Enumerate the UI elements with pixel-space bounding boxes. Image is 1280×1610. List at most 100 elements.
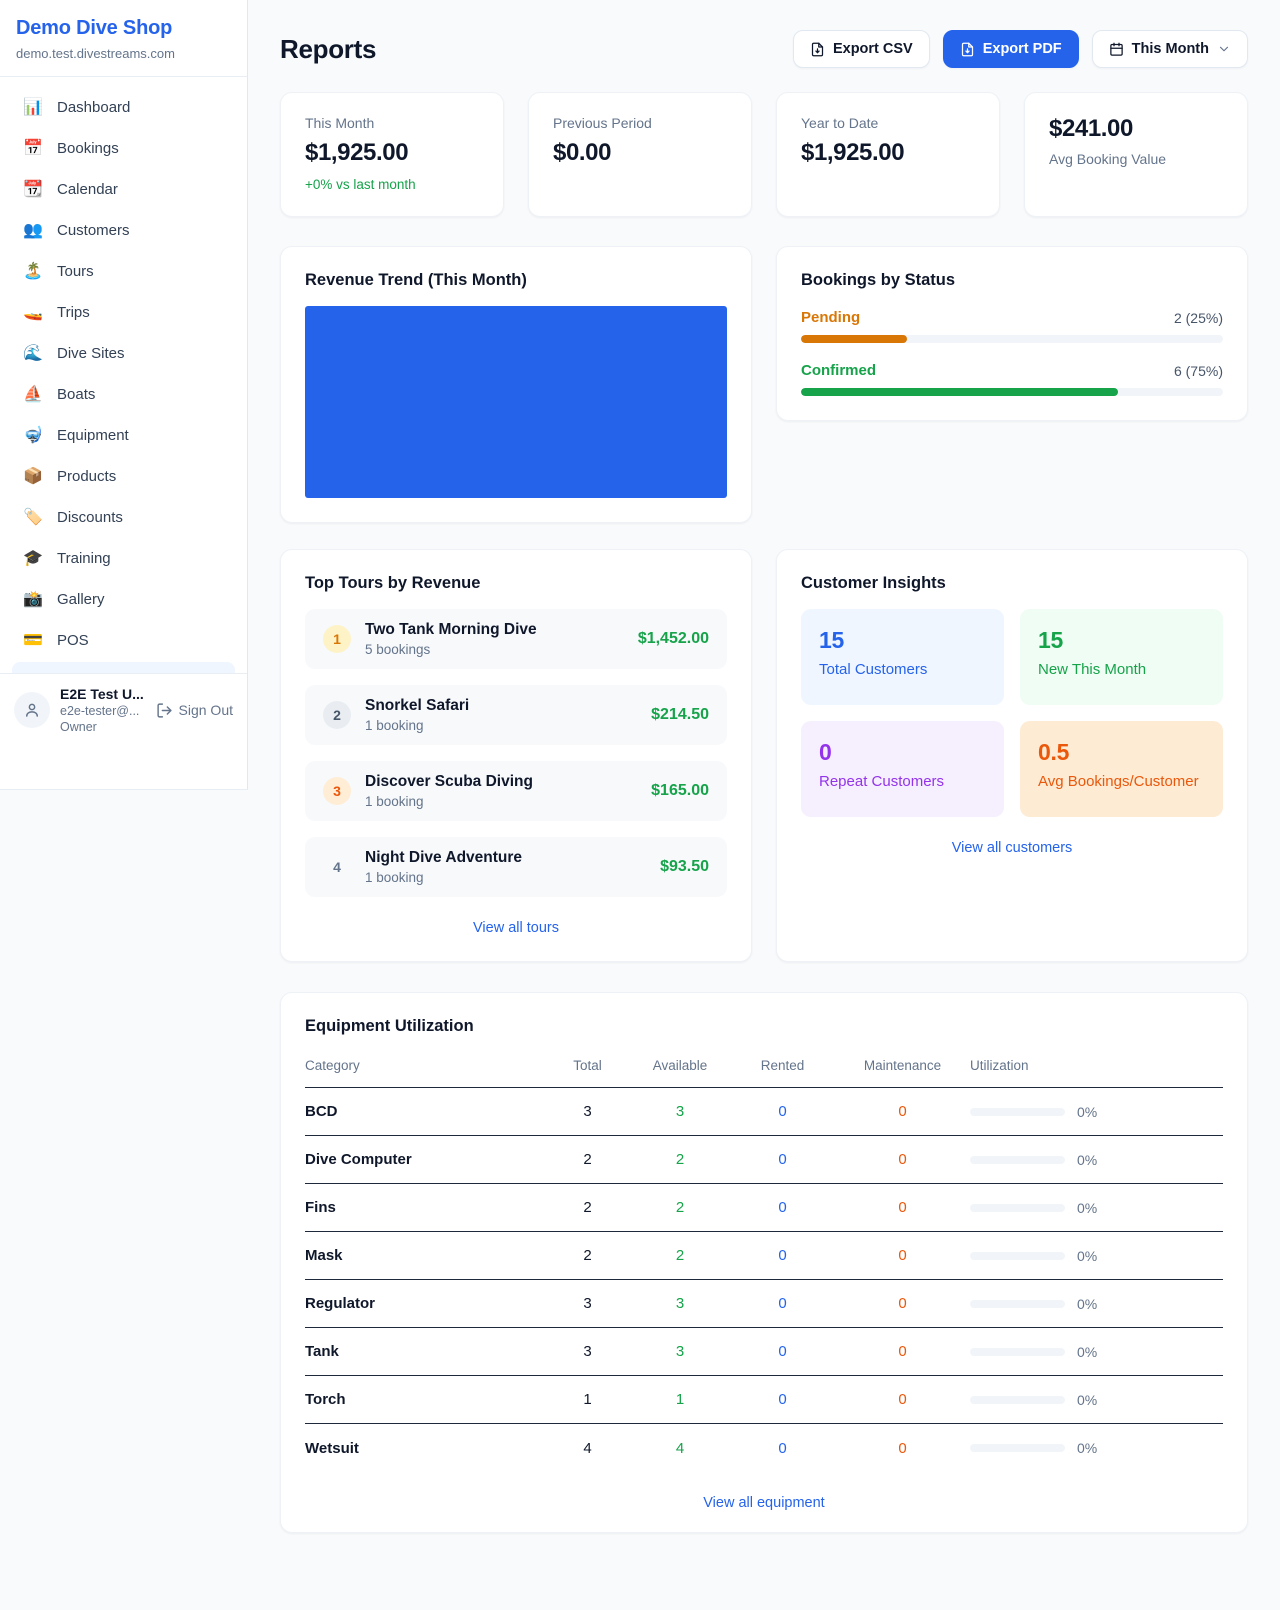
page-title: Reports xyxy=(280,33,377,64)
equipment-total: 2 xyxy=(583,1151,592,1168)
utilization-percent: 0% xyxy=(1077,1103,1098,1120)
sidebar-item-label: Discounts xyxy=(57,508,123,526)
equipment-utilization-cell: 0% xyxy=(970,1344,1223,1360)
sidebar-item-products[interactable]: 📦 Products xyxy=(12,456,235,496)
equipment-category: Tank xyxy=(305,1343,339,1360)
sidebar-item-label: POS xyxy=(57,631,89,649)
utilization-track xyxy=(970,1347,1065,1356)
sidebar-item-dashboard[interactable]: 📊 Dashboard xyxy=(12,87,235,127)
tour-revenue: $93.50 xyxy=(660,858,709,875)
utilization-track xyxy=(970,1251,1065,1260)
sidebar-item-training[interactable]: 🎓 Training xyxy=(12,538,235,578)
stat-card-this-month: This Month $1,925.00 +0% vs last month xyxy=(280,92,504,217)
col-available: Available xyxy=(652,1058,708,1073)
utilization-track xyxy=(970,1155,1065,1164)
chevron-down-icon xyxy=(1217,42,1231,56)
table-row: Mask 2 2 0 0 0% xyxy=(305,1232,1223,1280)
progress-track xyxy=(801,388,1223,396)
utilization-percent: 0% xyxy=(1077,1440,1098,1456)
equipment-utilization-card: Equipment Utilization Category Total Ava… xyxy=(280,992,1248,1533)
view-all-tours-link[interactable]: View all tours xyxy=(473,920,559,936)
insights-row: Top Tours by Revenue 1 Two Tank Morning … xyxy=(280,549,1248,962)
equipment-available: 2 xyxy=(675,1151,685,1168)
sidebar-item-reports-partial[interactable] xyxy=(12,662,235,673)
tile-value: 0.5 xyxy=(1038,739,1070,765)
sidebar-item-trips[interactable]: 🚤 Trips xyxy=(12,292,235,332)
tile-label: Avg Bookings/Customer xyxy=(1038,773,1199,790)
equipment-table: Category Total Available Rented Maintena… xyxy=(305,1050,1223,1472)
utilization-percent: 0% xyxy=(1077,1343,1098,1360)
equipment-rented: 0 xyxy=(778,1295,787,1312)
equipment-total: 4 xyxy=(583,1439,592,1457)
user-name: E2E Test U... xyxy=(60,686,144,702)
equipment-available: 2 xyxy=(675,1199,685,1216)
view-all-equipment-link[interactable]: View all equipment xyxy=(703,1495,825,1511)
tour-bookings: 1 booking xyxy=(365,794,424,809)
progress-track xyxy=(801,335,1223,343)
equipment-maintenance: 0 xyxy=(898,1295,907,1312)
shop-name: Demo Dive Shop xyxy=(16,17,173,39)
tour-name: Two Tank Morning Dive xyxy=(365,621,537,638)
view-all-customers-link[interactable]: View all customers xyxy=(951,840,1073,856)
period-dropdown[interactable]: This Month xyxy=(1091,30,1248,68)
equipment-rented: 0 xyxy=(778,1247,787,1264)
equipment-maintenance: 0 xyxy=(898,1151,907,1168)
sidebar-item-boats[interactable]: ⛵ Boats xyxy=(12,374,235,414)
rank-badge: 3 xyxy=(323,777,351,805)
sidebar-item-tours[interactable]: 🏝️ Tours xyxy=(12,251,235,291)
sidebar-item-bookings[interactable]: 📅 Bookings xyxy=(12,128,235,168)
equipment-total: 1 xyxy=(583,1391,592,1408)
equipment-utilization-cell: 0% xyxy=(970,1296,1223,1312)
file-export-icon xyxy=(811,42,824,56)
camera-icon: 📸 xyxy=(23,591,43,608)
charts-row: Revenue Trend (This Month) Bookings by S… xyxy=(280,246,1248,523)
export-pdf-button[interactable]: Export PDF xyxy=(942,30,1079,68)
stat-value: $1,925.00 xyxy=(801,139,905,166)
sidebar-item-gallery[interactable]: 📸 Gallery xyxy=(12,579,235,619)
equipment-available: 4 xyxy=(675,1439,685,1457)
sign-out-label: Sign Out xyxy=(178,702,233,718)
sidebar-item-label: Boats xyxy=(57,385,96,403)
stat-value: $0.00 xyxy=(553,139,612,166)
sign-out-button[interactable]: Sign Out xyxy=(156,702,233,719)
stat-card-year-to-date: Year to Date $1,925.00 xyxy=(776,92,1000,217)
sidebar-nav: 📊 Dashboard 📅 Bookings 📆 Calendar 👥 Cust… xyxy=(0,77,247,673)
sidebar-item-pos[interactable]: 💳 POS xyxy=(12,620,235,660)
equipment-maintenance: 0 xyxy=(898,1439,907,1457)
equipment-maintenance: 0 xyxy=(898,1247,907,1264)
status-row-pending: Pending 2 (25%) xyxy=(801,309,1223,343)
sidebar-item-customers[interactable]: 👥 Customers xyxy=(12,210,235,250)
revenue-trend-title: Revenue Trend (This Month) xyxy=(305,271,527,289)
tour-revenue: $165.00 xyxy=(651,782,709,799)
tile-value: 15 xyxy=(819,627,844,653)
tile-label: Repeat Customers xyxy=(819,773,945,790)
equipment-utilization-cell: 0% xyxy=(970,1104,1223,1120)
table-row: Regulator 3 3 0 0 0% xyxy=(305,1280,1223,1328)
table-row: BCD 3 3 0 0 0% xyxy=(305,1088,1223,1136)
tile-value: 0 xyxy=(819,739,832,765)
sidebar-item-calendar[interactable]: 📆 Calendar xyxy=(12,169,235,209)
user-role: Owner xyxy=(60,720,97,734)
rank-badge: 2 xyxy=(323,701,351,729)
utilization-track xyxy=(970,1444,1065,1452)
utilization-percent: 0% xyxy=(1077,1247,1098,1264)
bookings-by-status-card: Bookings by Status Pending 2 (25%) Confi… xyxy=(776,246,1248,421)
sidebar-item-label: Training xyxy=(57,549,111,567)
status-value: 6 (75%) xyxy=(1173,362,1223,379)
status-row-confirmed: Confirmed 6 (75%) xyxy=(801,362,1223,396)
sidebar-item-equipment[interactable]: 🤿 Equipment xyxy=(12,415,235,455)
tile-label: Total Customers xyxy=(819,661,928,678)
sidebar-item-label: Tours xyxy=(57,262,94,280)
sidebar: Demo Dive Shop demo.test.divestreams.com… xyxy=(0,0,248,790)
equipment-category: Fins xyxy=(305,1199,336,1216)
utilization-track xyxy=(970,1203,1065,1212)
stat-label: Avg Booking Value xyxy=(1049,151,1167,167)
status-label: Pending xyxy=(801,309,861,326)
col-utilization: Utilization xyxy=(970,1058,1029,1073)
file-export-icon xyxy=(961,42,973,56)
export-csv-button[interactable]: Export CSV xyxy=(792,30,930,68)
sidebar-item-discounts[interactable]: 🏷️ Discounts xyxy=(12,497,235,537)
stats-grid: This Month $1,925.00 +0% vs last month P… xyxy=(280,92,1248,217)
utilization-percent: 0% xyxy=(1077,1151,1098,1168)
sidebar-item-dive-sites[interactable]: 🌊 Dive Sites xyxy=(12,333,235,373)
